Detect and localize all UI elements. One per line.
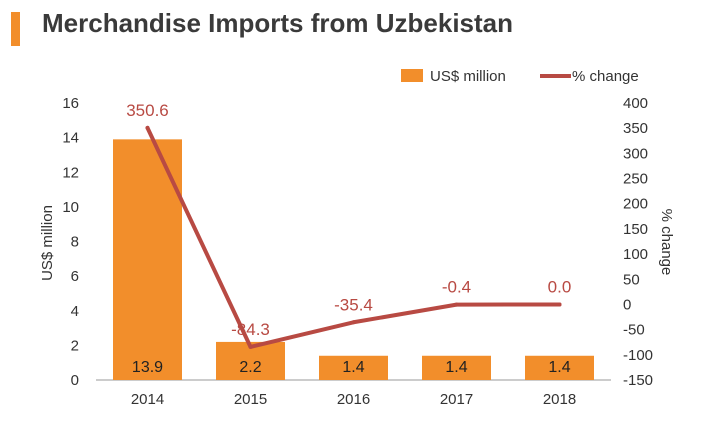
y-left-tick-label: 10 — [62, 199, 79, 216]
x-tick-label: 2017 — [440, 391, 473, 408]
legend: US$ million % change — [401, 68, 639, 85]
y-axis-left-title: US$ million — [39, 205, 56, 281]
y-left-tick-label: 8 — [71, 234, 79, 251]
x-tick-label: 2014 — [131, 391, 164, 408]
y-left-tick-label: 12 — [62, 164, 79, 181]
page-title: Merchandise Imports from Uzbekistan — [42, 8, 513, 38]
y-right-tick-label: 50 — [623, 271, 640, 288]
bar-value-label: 1.4 — [342, 359, 364, 376]
bar-value-label: 1.4 — [445, 359, 467, 376]
line-value-label: 0.0 — [548, 277, 572, 296]
legend-line-label: % change — [572, 68, 639, 85]
line-point — [145, 125, 150, 130]
y-left-tick-label: 16 — [62, 95, 79, 112]
y-right-tick-label: 150 — [623, 221, 648, 238]
y-right-tick-label: 400 — [623, 95, 648, 112]
y-right-tick-label: 200 — [623, 196, 648, 213]
x-tick-label: 2018 — [543, 391, 576, 408]
y-right-tick-label: 350 — [623, 120, 648, 137]
line-point — [351, 320, 356, 325]
x-tick-label: 2015 — [234, 391, 267, 408]
bar-value-label: 1.4 — [548, 359, 570, 376]
y-right-tick-label: -150 — [623, 372, 653, 389]
data-labels: 13.9 2.2 1.4 1.4 1.4 350.6 -84.3 -35.4 -0.4 0.0 — [126, 101, 571, 376]
bar-value-label: 13.9 — [132, 359, 163, 376]
bars — [113, 139, 594, 380]
x-tick-label: 2016 — [337, 391, 370, 408]
y-left-tick-label: 14 — [62, 130, 79, 147]
line-value-label: -35.4 — [334, 295, 373, 314]
y-left-tick-label: 4 — [71, 303, 79, 320]
y-left-tick-label: 0 — [71, 372, 79, 389]
bar — [319, 355, 388, 380]
y-axis-right-title: % change — [658, 209, 675, 276]
bar-value-label: 2.2 — [239, 359, 261, 376]
y-right-tick-label: 100 — [623, 246, 648, 263]
bar — [422, 355, 491, 380]
line-point — [557, 302, 562, 307]
line-value-label: 350.6 — [126, 101, 169, 120]
y-left-tick-label: 6 — [71, 268, 79, 285]
y-right-tick-label: -100 — [623, 347, 653, 364]
y-right-tick-label: -50 — [623, 322, 645, 339]
bar — [525, 355, 594, 380]
y-right-tick-label: 300 — [623, 145, 648, 162]
line-point — [248, 344, 253, 349]
legend-bar-label: US$ million — [430, 68, 506, 85]
y-right-tick-label: 0 — [623, 296, 631, 313]
y-left-tick-label: 2 — [71, 337, 79, 354]
line-value-label: -0.4 — [442, 278, 471, 297]
y-right-tick-label: 250 — [623, 171, 648, 188]
line-series — [145, 125, 562, 349]
legend-bar-swatch — [401, 69, 423, 82]
line-point — [454, 302, 459, 307]
title-accent-bar — [11, 12, 20, 46]
line-value-label: -84.3 — [231, 320, 270, 339]
